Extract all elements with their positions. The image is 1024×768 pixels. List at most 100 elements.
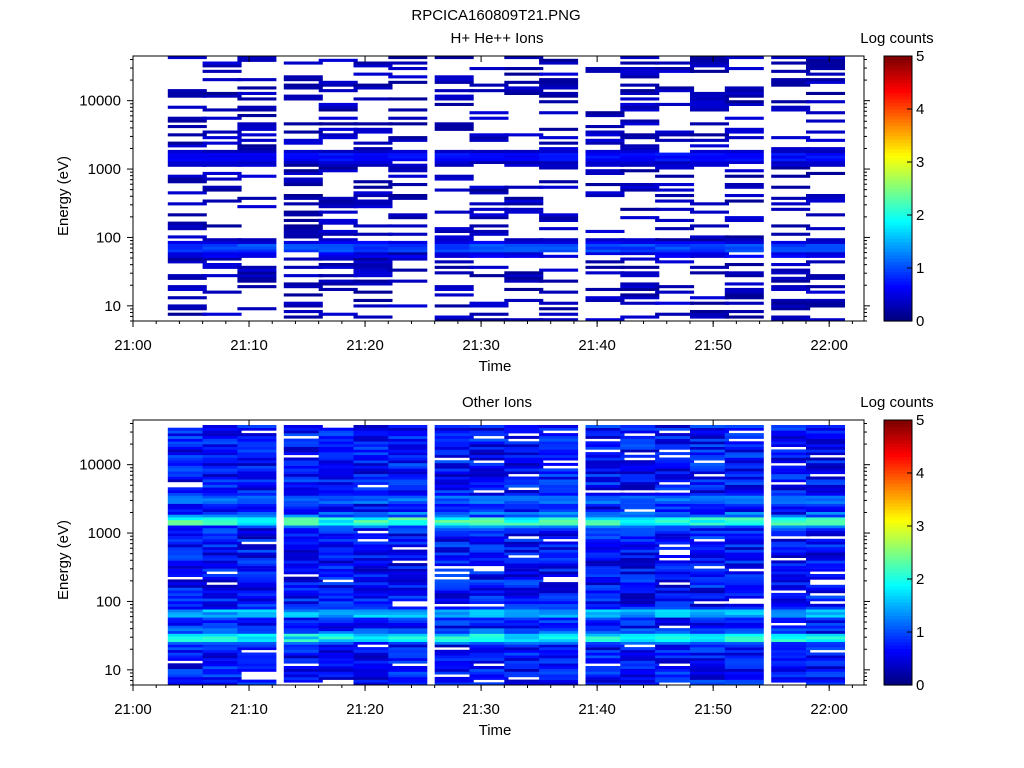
heatmap-cell: [167, 647, 207, 651]
heatmap-cell: [724, 603, 764, 607]
heatmap-cell: [806, 622, 845, 626]
heatmap-cell: [539, 549, 579, 553]
heatmap-cell: [690, 660, 729, 664]
heatmap-cell: [690, 514, 729, 518]
heatmap-cell: [655, 595, 695, 599]
heatmap-cell: [283, 249, 323, 253]
heatmap-cell: [655, 636, 695, 640]
heatmap-cell: [724, 644, 764, 648]
heatmap-cell: [202, 274, 242, 278]
heatmap-cell: [724, 636, 764, 640]
heatmap-cell: [504, 67, 544, 71]
heatmap-cell: [690, 611, 729, 615]
heatmap-cell: [771, 224, 811, 228]
colorbar-swatch: [884, 549, 912, 554]
heatmap-cell: [539, 462, 579, 466]
colorbar-swatch: [884, 181, 912, 186]
heatmap-cell: [469, 622, 509, 626]
heatmap-cell: [202, 557, 242, 561]
heatmap-cell: [469, 546, 509, 550]
heatmap-cell: [469, 633, 509, 637]
heatmap-cell: [237, 78, 277, 82]
heatmap-cell: [771, 484, 811, 488]
heatmap-cell: [469, 674, 509, 678]
heatmap-cell: [504, 238, 544, 242]
heatmap-cell: [202, 633, 242, 637]
heatmap-cell: [806, 276, 845, 280]
heatmap-cell: [283, 460, 323, 464]
heatmap-cell: [469, 606, 509, 610]
heatmap-cell: [655, 138, 695, 142]
x-tick-label: 21:20: [346, 337, 384, 354]
heatmap-cell: [806, 682, 845, 686]
heatmap-cell: [724, 479, 764, 483]
heatmap-cell: [771, 160, 811, 164]
heatmap-cell: [283, 625, 323, 629]
heatmap-cell: [434, 487, 474, 491]
colorbar-swatch: [884, 625, 912, 630]
heatmap-cell: [167, 116, 207, 120]
heatmap-cell: [434, 471, 474, 475]
heatmap-cell: [237, 663, 277, 667]
heatmap-cell: [620, 147, 660, 151]
heatmap-cell: [353, 465, 393, 469]
heatmap-cell: [539, 514, 579, 518]
heatmap-cell: [469, 514, 509, 518]
heatmap-cell: [388, 611, 428, 615]
heatmap-cell: [388, 592, 428, 596]
heatmap-cell: [771, 517, 811, 521]
heatmap-cell: [353, 254, 393, 258]
heatmap-cell: [283, 495, 323, 499]
colorbar-swatch: [884, 218, 912, 223]
heatmap-cell: [167, 590, 207, 594]
heatmap-cell: [388, 495, 428, 499]
heatmap-cell: [690, 509, 729, 512]
heatmap-cell: [504, 460, 544, 464]
heatmap-cell: [469, 552, 509, 556]
heatmap-cell: [504, 91, 544, 95]
heatmap-cell: [690, 240, 729, 244]
heatmap-cell: [724, 246, 764, 250]
heatmap-cell: [318, 481, 358, 485]
heatmap-cell: [318, 633, 358, 637]
heatmap-cell: [388, 552, 428, 556]
heatmap-cell: [771, 271, 811, 275]
heatmap-cell: [806, 119, 845, 123]
heatmap-cell: [167, 530, 207, 534]
heatmap-cell: [724, 465, 764, 469]
heatmap-cell: [690, 58, 729, 62]
heatmap-cell: [724, 452, 764, 456]
heatmap-cell: [469, 555, 509, 558]
heatmap-cell: [167, 495, 207, 499]
heatmap-cell: [388, 430, 428, 434]
heatmap-cell: [585, 546, 625, 550]
heatmap-cell: [202, 503, 242, 507]
heatmap-cell: [771, 473, 811, 477]
heatmap-cell: [353, 517, 393, 521]
heatmap-cell: [585, 666, 625, 669]
heatmap-cell: [434, 468, 474, 472]
heatmap-cell: [655, 133, 695, 137]
heatmap-cell: [539, 158, 579, 162]
heatmap-cell: [167, 460, 207, 464]
heatmap-cell: [585, 576, 625, 580]
heatmap-cell: [724, 676, 764, 680]
heatmap-cell: [771, 530, 811, 534]
heatmap-cell: [724, 152, 764, 156]
colorbar-swatch: [884, 602, 912, 607]
heatmap-cell: [620, 476, 660, 480]
colorbar-swatch: [884, 191, 912, 196]
heatmap-cell: [655, 576, 695, 580]
heatmap-cell: [202, 199, 242, 203]
heatmap-cell: [690, 454, 729, 458]
heatmap-cell: [469, 207, 509, 211]
heatmap-cell: [167, 449, 207, 453]
colorbar-swatch: [884, 251, 912, 256]
heatmap-cell: [318, 544, 358, 548]
heatmap-cell: [724, 218, 764, 222]
heatmap-cell: [202, 492, 242, 496]
heatmap-cell: [167, 433, 207, 437]
heatmap-cell: [167, 465, 207, 469]
colorbar-swatch: [884, 658, 912, 663]
heatmap-cell: [806, 249, 845, 253]
